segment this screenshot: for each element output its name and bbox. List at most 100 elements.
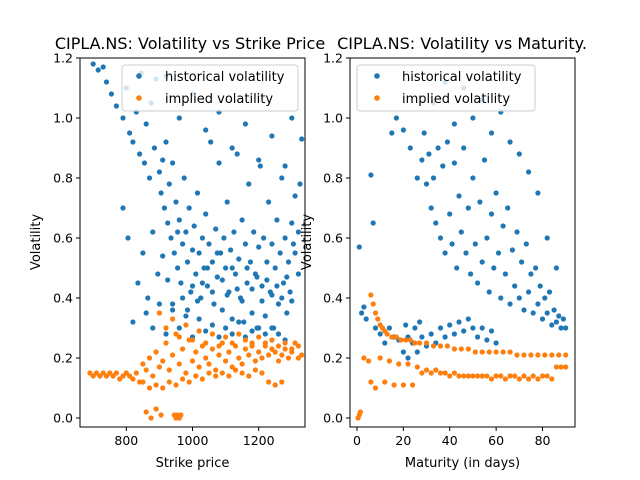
historical-volatility-point	[125, 235, 131, 241]
historical-volatility-point	[214, 274, 220, 280]
historical-volatility-point	[186, 205, 192, 211]
implied-volatility-point	[146, 355, 153, 361]
historical-volatility-point	[535, 301, 541, 307]
y-tick-label: 1.2	[53, 51, 73, 66]
implied-volatility-point	[269, 337, 275, 343]
historical-volatility-point	[259, 298, 265, 304]
historical-volatility-point	[214, 250, 220, 256]
historical-volatility-point	[113, 103, 119, 109]
implied-volatility-point	[203, 340, 209, 346]
historical-volatility-point	[535, 190, 541, 196]
implied-volatility-point	[199, 376, 205, 382]
historical-volatility-point	[284, 274, 290, 280]
y-axis-label: Volatility	[29, 214, 44, 270]
x-axis-label: Strike price	[156, 456, 230, 471]
implied-volatility-point	[163, 325, 169, 331]
historical-volatility-point	[421, 130, 427, 136]
implied-volatility-point	[366, 358, 372, 364]
historical-volatility-point	[256, 157, 262, 163]
implied-volatility-point	[498, 373, 504, 379]
historical-volatility-point	[484, 235, 490, 241]
historical-volatility-point	[208, 139, 214, 145]
historical-volatility-point	[170, 307, 176, 313]
historical-volatility-point	[143, 310, 149, 316]
historical-volatility-point	[120, 115, 126, 121]
implied-volatility-point	[535, 352, 541, 358]
implied-volatility-point	[405, 361, 411, 367]
implied-volatility-point	[232, 367, 239, 373]
implied-volatility-point	[414, 364, 420, 370]
legend-marker-historical	[374, 73, 380, 79]
historical-volatility-point	[470, 325, 476, 331]
implied-volatility-point	[295, 355, 301, 361]
historical-volatility-point	[486, 289, 492, 295]
historical-volatility-point	[216, 160, 222, 166]
historical-volatility-point	[234, 286, 240, 292]
historical-volatility-point	[277, 250, 283, 256]
historical-volatility-point	[433, 220, 439, 226]
y-tick-label: 0.6	[53, 231, 73, 246]
historical-volatility-point	[516, 295, 522, 301]
implied-volatility-point	[90, 373, 96, 379]
historical-volatility-point	[176, 115, 182, 121]
historical-volatility-point	[505, 205, 511, 211]
historical-volatility-point	[103, 79, 110, 85]
strike-price-panel: CIPLA.NS: Volatility vs Strike Price 800…	[29, 34, 325, 471]
implied-volatility-point	[133, 370, 139, 376]
implied-volatility-point	[223, 334, 229, 340]
implied-volatility-point	[372, 385, 379, 391]
chart-title: CIPLA.NS: Volatility vs Strike Price	[55, 34, 325, 53]
implied-volatility-point	[163, 340, 169, 346]
historical-volatility-point	[146, 175, 153, 181]
implied-volatility-point	[451, 370, 457, 376]
historical-volatility-point	[213, 226, 219, 232]
historical-volatility-point	[160, 253, 166, 259]
historical-volatility-point	[514, 229, 520, 235]
implied-volatility-point	[266, 352, 272, 358]
implied-volatility-point	[110, 373, 116, 379]
historical-volatility-point	[481, 157, 488, 163]
historical-volatility-point	[100, 64, 106, 70]
historical-volatility-point	[229, 145, 235, 151]
historical-volatility-point	[456, 319, 462, 325]
historical-volatility-point	[180, 241, 186, 247]
implied-volatility-point	[479, 373, 485, 379]
historical-volatility-point	[137, 151, 143, 157]
historical-volatility-point	[170, 160, 176, 166]
implied-volatility-point	[535, 376, 541, 382]
implied-volatility-point	[400, 382, 406, 388]
implied-volatility-point	[428, 370, 434, 376]
legend-box	[121, 64, 299, 112]
historical-volatility-point	[491, 265, 497, 271]
implied-volatility-point	[160, 385, 166, 391]
historical-volatility-point	[440, 163, 446, 169]
implied-volatility-point	[275, 343, 282, 349]
implied-volatility-point	[507, 349, 513, 355]
historical-volatility-point	[290, 241, 296, 247]
historical-volatility-point	[428, 331, 434, 337]
y-axis-label: Volatility	[300, 214, 315, 270]
historical-volatility-point	[176, 217, 182, 223]
historical-volatility-point	[465, 205, 471, 211]
historical-volatility-point	[189, 283, 196, 289]
historical-volatility-point	[196, 250, 202, 256]
historical-volatility-point	[407, 145, 413, 151]
historical-volatility-point	[236, 319, 242, 325]
implied-volatility-point	[396, 361, 402, 367]
implied-volatility-point	[292, 340, 298, 346]
historical-volatility-point	[526, 289, 532, 295]
historical-volatility-point	[546, 289, 553, 295]
historical-volatility-point	[108, 91, 114, 97]
x-tick-label: 20	[395, 433, 411, 448]
historical-volatility-point	[451, 331, 457, 337]
legend-marker-implied	[374, 95, 380, 101]
historical-volatility-point	[236, 256, 242, 262]
y-tick-label: 1.0	[53, 111, 73, 126]
implied-volatility-point	[368, 379, 374, 385]
historical-volatility-point	[461, 145, 467, 151]
historical-volatility-point	[442, 334, 448, 340]
historical-volatility-point	[171, 250, 177, 256]
legend-label-historical: historical volatility	[402, 70, 522, 85]
x-tick-label: 40	[442, 433, 458, 448]
historical-volatility-point	[463, 250, 469, 256]
